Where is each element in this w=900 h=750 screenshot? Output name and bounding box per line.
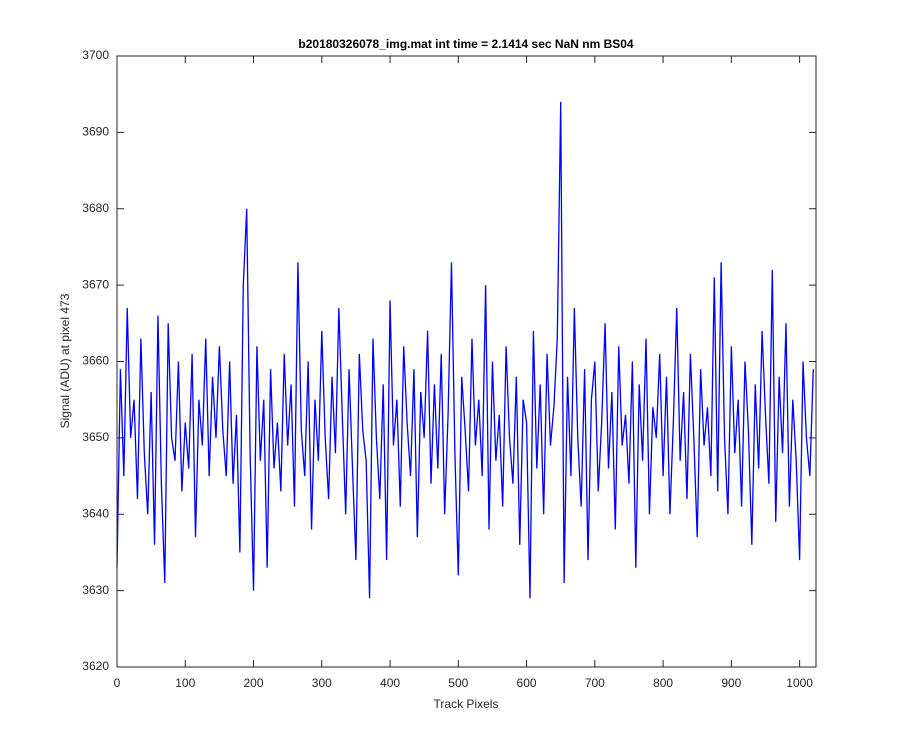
x-tick-label: 100 <box>175 676 195 690</box>
y-tick-label: 3700 <box>82 48 109 62</box>
x-tick-label: 300 <box>312 676 332 690</box>
y-tick-label: 3640 <box>82 506 109 520</box>
y-axis-label: Signal (ADU) at pixel 473 <box>58 293 72 428</box>
y-tick-label: 3690 <box>82 125 109 139</box>
x-tick-label: 1000 <box>786 676 813 690</box>
x-tick-label: 500 <box>448 676 468 690</box>
y-tick-label: 3660 <box>82 354 109 368</box>
y-tick-label: 3650 <box>82 430 109 444</box>
y-tick-label: 3680 <box>82 201 109 215</box>
y-tick-label: 3670 <box>82 277 109 291</box>
x-tick-label: 800 <box>653 676 673 690</box>
x-tick-label: 200 <box>244 676 264 690</box>
y-tick-label: 3630 <box>82 583 109 597</box>
x-tick-label: 400 <box>380 676 400 690</box>
x-axis-label: Track Pixels <box>434 697 499 711</box>
x-tick-label: 700 <box>585 676 605 690</box>
y-tick-label: 3620 <box>82 659 109 673</box>
data-line <box>116 101 814 599</box>
chart-title: b20180326078_img.mat int time = 2.1414 s… <box>298 37 634 51</box>
x-tick-label: 900 <box>721 676 741 690</box>
x-tick-label: 600 <box>517 676 537 690</box>
x-tick-label: 0 <box>114 676 121 690</box>
axes-box <box>116 55 817 668</box>
